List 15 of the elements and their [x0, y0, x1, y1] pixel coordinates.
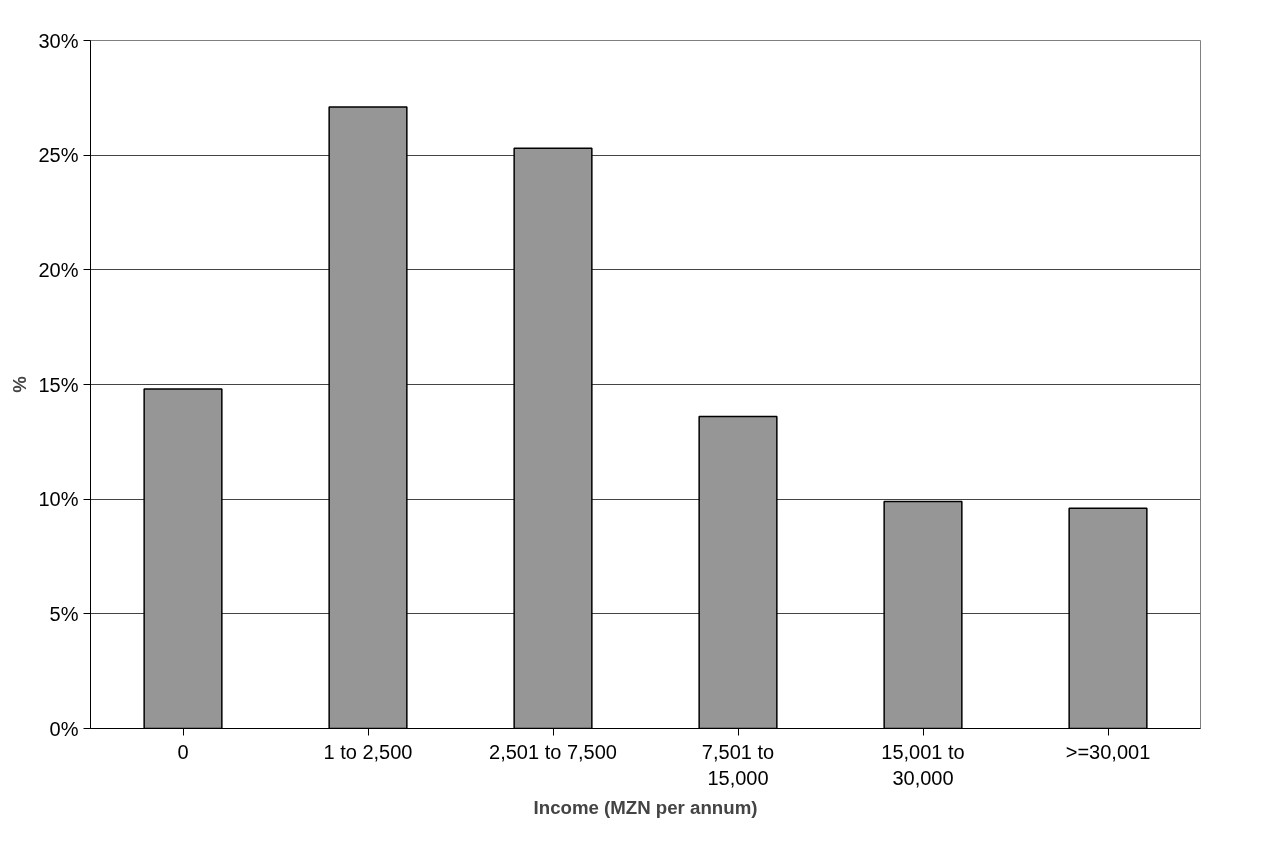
y-tick-label: 0% [49, 717, 79, 740]
y-tick-label: 5% [49, 602, 79, 625]
y-tick-label: 10% [38, 488, 79, 511]
x-tick-label: 1 to 2,500 [323, 740, 413, 763]
x-tick-label: >=30,001 [1065, 740, 1151, 763]
y-tick-label: 15% [38, 373, 79, 396]
x-tick-label: 2,501 to 7,500 [489, 740, 617, 763]
x-tick-label: 0 [177, 740, 189, 763]
x-tick-label: 15,001 to 30,000 [881, 740, 965, 789]
y-axis-title: % [9, 375, 31, 393]
x-axis-title: Income (MZN per annum) [533, 796, 758, 818]
y-tick-label: 20% [38, 258, 79, 281]
y-tick-label: 25% [38, 144, 79, 167]
y-tick-label: 30% [38, 29, 79, 52]
x-tick-label: 7,501 to 15,000 [701, 740, 775, 789]
